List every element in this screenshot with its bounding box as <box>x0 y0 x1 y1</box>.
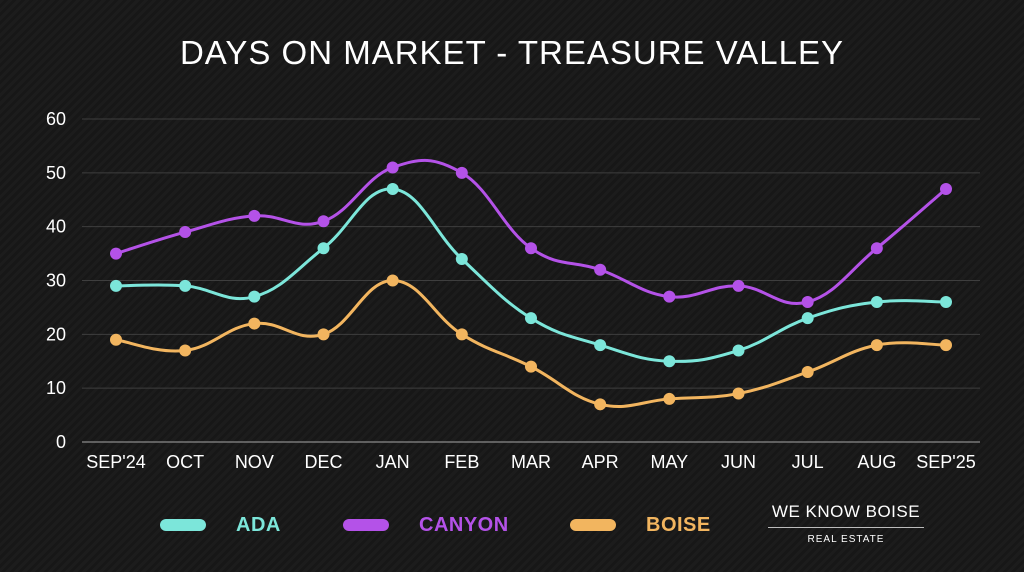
data-point-ada <box>801 312 814 325</box>
logo-main-text: WE KNOW BOISE <box>768 502 924 528</box>
data-point-ada <box>455 252 468 265</box>
chart-title: DAYS ON MARKET - TREASURE VALLEY <box>179 34 845 71</box>
legend: ADA CANYON BOISE <box>0 510 1024 550</box>
x-tick-label: OCT <box>166 452 204 472</box>
data-point-boise <box>110 333 122 346</box>
x-axis-ticks: SEP'24 OCT NOV DEC JAN FEB MAR APR MAY JUN JUL AUG S… <box>86 452 975 472</box>
y-tick-label: 0 <box>56 432 66 452</box>
data-point-canyon <box>110 247 122 260</box>
legend-swatch-boise <box>570 519 616 531</box>
data-point-ada <box>870 296 883 309</box>
data-point-canyon <box>179 226 192 239</box>
data-point-canyon <box>732 279 745 292</box>
line-chart: 0 10 20 30 40 50 60 SEP'24 OCT NOV DEC JAN FEB MAR AP… <box>46 109 980 472</box>
data-point-canyon <box>248 209 261 222</box>
x-tick-label: JAN <box>376 452 410 472</box>
legend-item-boise: BOISE <box>570 510 711 540</box>
y-tick-label: 20 <box>46 324 66 344</box>
x-tick-label: MAR <box>511 452 551 472</box>
data-point-ada <box>386 182 399 195</box>
brand-logo: WE KNOW BOISE REAL ESTATE <box>768 502 924 545</box>
data-point-ada <box>663 355 676 368</box>
y-axis-ticks: 0 10 20 30 40 50 60 <box>46 109 66 452</box>
data-point-boise <box>594 398 607 411</box>
x-tick-label: JUL <box>792 452 824 472</box>
x-tick-label: SEP'25 <box>916 452 975 472</box>
legend-label-canyon: CANYON <box>419 513 509 536</box>
data-point-canyon <box>594 263 607 276</box>
legend-item-ada: ADA <box>160 510 281 540</box>
series-line-ada <box>114 187 948 363</box>
data-point-boise <box>248 317 261 330</box>
data-point-boise <box>317 328 330 341</box>
x-tick-label: SEP'24 <box>86 452 145 472</box>
series-points <box>110 161 952 411</box>
grid-lines <box>82 118 980 443</box>
y-tick-label: 10 <box>46 378 66 398</box>
y-tick-label: 60 <box>46 109 66 129</box>
data-point-canyon <box>870 242 883 255</box>
data-point-ada <box>110 279 122 292</box>
data-point-boise <box>801 366 814 379</box>
x-tick-label: APR <box>582 452 619 472</box>
y-tick-label: 50 <box>46 163 66 183</box>
y-tick-label: 40 <box>46 217 66 237</box>
data-point-boise <box>732 387 745 400</box>
x-tick-label: NOV <box>235 452 274 472</box>
data-point-ada <box>525 312 537 325</box>
data-point-boise <box>525 360 537 373</box>
x-tick-label: JUN <box>721 452 756 472</box>
series-line-canyon <box>114 158 948 305</box>
data-point-canyon <box>801 296 814 309</box>
data-point-canyon <box>663 290 676 303</box>
y-tick-label: 30 <box>46 271 66 291</box>
data-point-boise <box>870 339 883 352</box>
data-point-canyon <box>940 182 952 195</box>
legend-swatch-ada <box>160 519 206 531</box>
x-tick-label: FEB <box>444 452 479 472</box>
legend-label-boise: BOISE <box>646 513 711 536</box>
data-point-canyon <box>317 215 330 228</box>
data-point-ada <box>940 296 952 309</box>
data-point-boise <box>455 328 468 341</box>
data-point-canyon <box>386 161 399 174</box>
data-point-boise <box>386 274 399 287</box>
x-tick-label: DEC <box>304 452 342 472</box>
legend-label-ada: ADA <box>236 513 281 536</box>
data-point-ada <box>248 290 261 303</box>
data-point-boise <box>940 339 952 352</box>
data-point-ada <box>732 344 745 357</box>
x-tick-label: AUG <box>857 452 896 472</box>
legend-swatch-canyon <box>343 519 389 531</box>
x-tick-label: MAY <box>650 452 688 472</box>
data-point-ada <box>317 242 330 255</box>
data-point-boise <box>663 392 676 405</box>
data-point-canyon <box>525 242 537 255</box>
data-point-ada <box>594 339 607 352</box>
logo-sub-text: REAL ESTATE <box>807 534 885 545</box>
data-point-ada <box>179 279 192 292</box>
legend-item-canyon: CANYON <box>343 510 509 540</box>
data-point-canyon <box>455 166 468 179</box>
data-point-boise <box>179 344 192 357</box>
